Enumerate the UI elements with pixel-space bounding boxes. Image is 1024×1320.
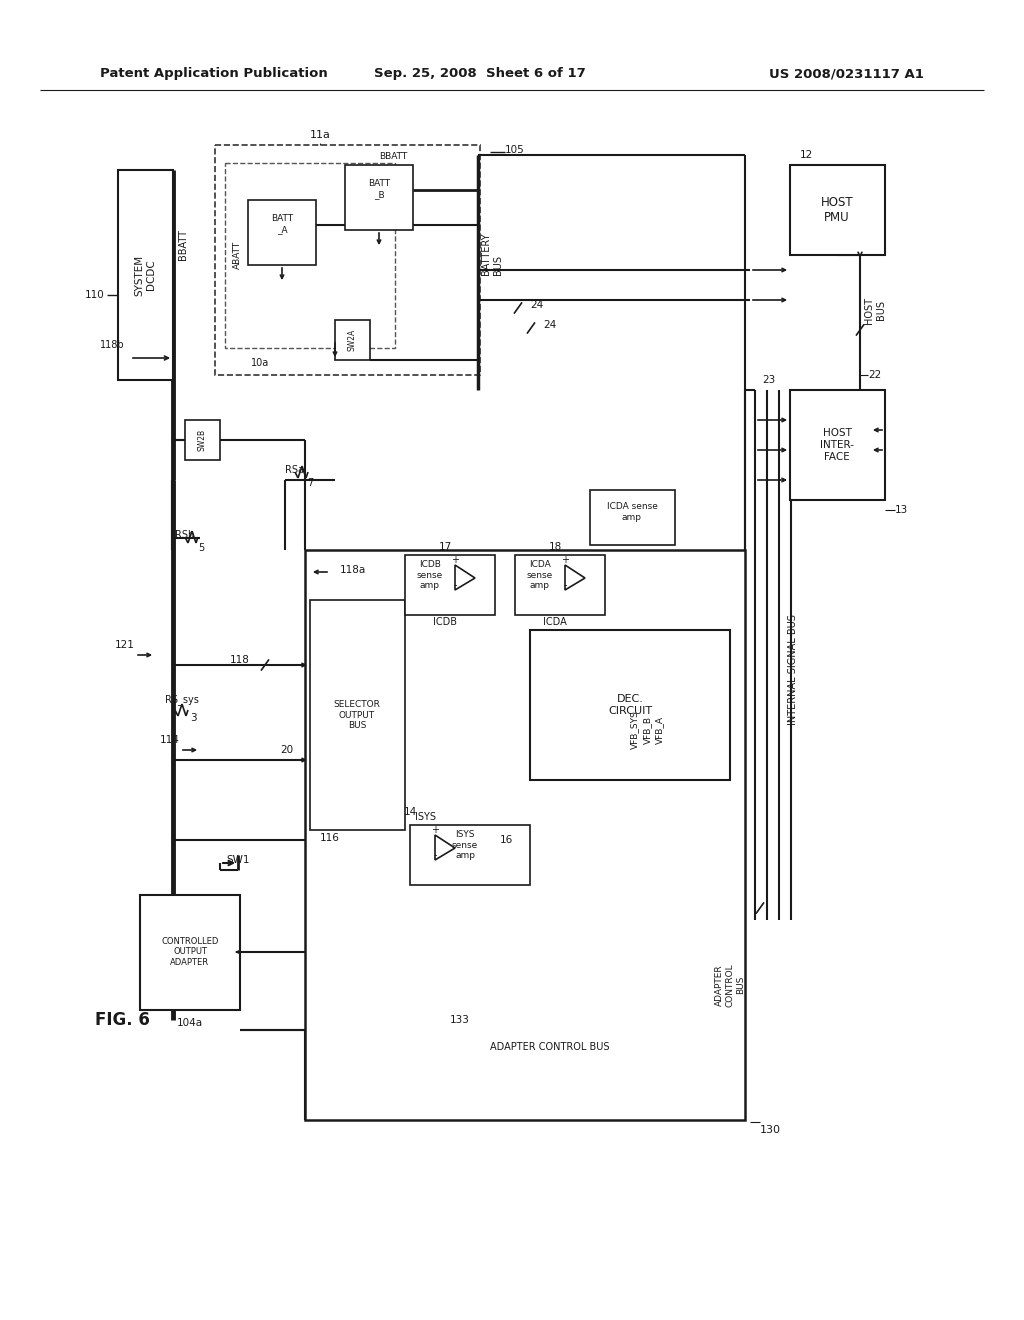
- Text: 20: 20: [280, 744, 293, 755]
- Text: 7: 7: [307, 478, 313, 488]
- Bar: [140, 895, 240, 1010]
- Text: BBATT: BBATT: [379, 152, 408, 161]
- Text: 23: 23: [762, 375, 775, 385]
- Text: 121: 121: [115, 640, 135, 649]
- Text: SELECTOR
OUTPUT
BUS: SELECTOR OUTPUT BUS: [334, 700, 381, 730]
- Text: Sep. 25, 2008  Sheet 6 of 17: Sep. 25, 2008 Sheet 6 of 17: [374, 67, 586, 81]
- Bar: [185, 420, 220, 459]
- Text: RSb: RSb: [175, 531, 195, 540]
- Bar: [335, 319, 370, 360]
- Text: 18: 18: [549, 543, 561, 552]
- Text: ICDB
sense
amp: ICDB sense amp: [417, 560, 443, 590]
- Bar: [345, 165, 413, 230]
- Text: 10a: 10a: [251, 358, 269, 368]
- Bar: [305, 550, 745, 1119]
- Text: BBATT: BBATT: [178, 228, 188, 260]
- Text: 12: 12: [800, 150, 813, 160]
- Text: 110: 110: [85, 290, 105, 300]
- Text: -: -: [563, 579, 566, 590]
- Text: ICDA sense
amp: ICDA sense amp: [606, 503, 657, 521]
- Text: RS_sys: RS_sys: [165, 694, 199, 705]
- Text: Patent Application Publication: Patent Application Publication: [100, 67, 328, 81]
- Text: BATT
_B: BATT _B: [368, 180, 390, 199]
- Text: BATT
_A: BATT _A: [271, 214, 293, 234]
- Text: ABATT: ABATT: [232, 240, 242, 269]
- Bar: [225, 162, 395, 348]
- Text: 133: 133: [450, 1015, 470, 1026]
- Text: 130: 130: [760, 1125, 781, 1135]
- Text: HOST
INTER-
FACE: HOST INTER- FACE: [820, 429, 854, 462]
- Bar: [248, 201, 316, 265]
- Text: 22: 22: [868, 370, 882, 380]
- Text: 17: 17: [438, 543, 452, 552]
- Text: US 2008/0231117 A1: US 2008/0231117 A1: [769, 67, 924, 81]
- Text: HOST
BUS: HOST BUS: [864, 297, 886, 323]
- Text: SYSTEM
DCDC: SYSTEM DCDC: [134, 255, 156, 296]
- Bar: [590, 490, 675, 545]
- Text: 14: 14: [403, 807, 417, 817]
- Text: VFB_A: VFB_A: [655, 715, 665, 744]
- Text: VFB_SYS: VFB_SYS: [631, 710, 640, 750]
- Text: 3: 3: [190, 713, 197, 723]
- Text: 114: 114: [160, 735, 180, 744]
- Bar: [215, 145, 480, 375]
- Bar: [406, 554, 495, 615]
- Text: 24: 24: [543, 319, 556, 330]
- Bar: [790, 389, 885, 500]
- Text: ADAPTER
CONTROL
BUS: ADAPTER CONTROL BUS: [715, 964, 744, 1007]
- Bar: [118, 170, 173, 380]
- Text: DEC.
CIRCUIT: DEC. CIRCUIT: [608, 694, 652, 715]
- Text: SW2B: SW2B: [198, 429, 207, 451]
- Text: 16: 16: [500, 836, 513, 845]
- Text: 5: 5: [198, 543, 204, 553]
- Bar: [410, 825, 530, 884]
- Text: 13: 13: [895, 506, 908, 515]
- Text: ISYS: ISYS: [415, 812, 435, 822]
- Text: 118: 118: [230, 655, 250, 665]
- Text: +: +: [431, 825, 439, 836]
- Text: 24: 24: [530, 300, 544, 310]
- Text: HOST
PMU: HOST PMU: [820, 195, 853, 224]
- Text: 118b: 118b: [100, 341, 125, 350]
- Text: ADAPTER CONTROL BUS: ADAPTER CONTROL BUS: [490, 1041, 609, 1052]
- Text: ICDA: ICDA: [543, 616, 567, 627]
- Text: 105: 105: [505, 145, 524, 154]
- Text: BATTERY
BUS: BATTERY BUS: [481, 232, 503, 275]
- Text: ICDA
sense
amp: ICDA sense amp: [527, 560, 553, 590]
- Text: SW2A: SW2A: [347, 329, 356, 351]
- Text: CONTROLLED
OUTPUT
ADAPTER: CONTROLLED OUTPUT ADAPTER: [162, 937, 219, 966]
- Text: 11a: 11a: [309, 129, 331, 140]
- Text: +: +: [561, 554, 569, 565]
- Bar: [790, 165, 885, 255]
- Text: 104a: 104a: [177, 1018, 203, 1028]
- Text: -: -: [454, 579, 457, 590]
- Text: RSa: RSa: [285, 465, 304, 475]
- Text: +: +: [451, 554, 459, 565]
- Text: -: -: [433, 850, 437, 861]
- Text: INTERNAL SIGNAL BUS: INTERNAL SIGNAL BUS: [788, 615, 798, 726]
- Text: VFB_B: VFB_B: [643, 715, 652, 744]
- Text: SW1: SW1: [226, 855, 250, 865]
- Bar: [515, 554, 605, 615]
- Bar: [530, 630, 730, 780]
- Text: ISYS
sense
amp: ISYS sense amp: [452, 830, 478, 859]
- Text: 116: 116: [319, 833, 340, 843]
- Text: ICDB: ICDB: [433, 616, 457, 627]
- Text: 118a: 118a: [340, 565, 367, 576]
- Bar: [310, 601, 406, 830]
- Text: FIG. 6: FIG. 6: [95, 1011, 150, 1030]
